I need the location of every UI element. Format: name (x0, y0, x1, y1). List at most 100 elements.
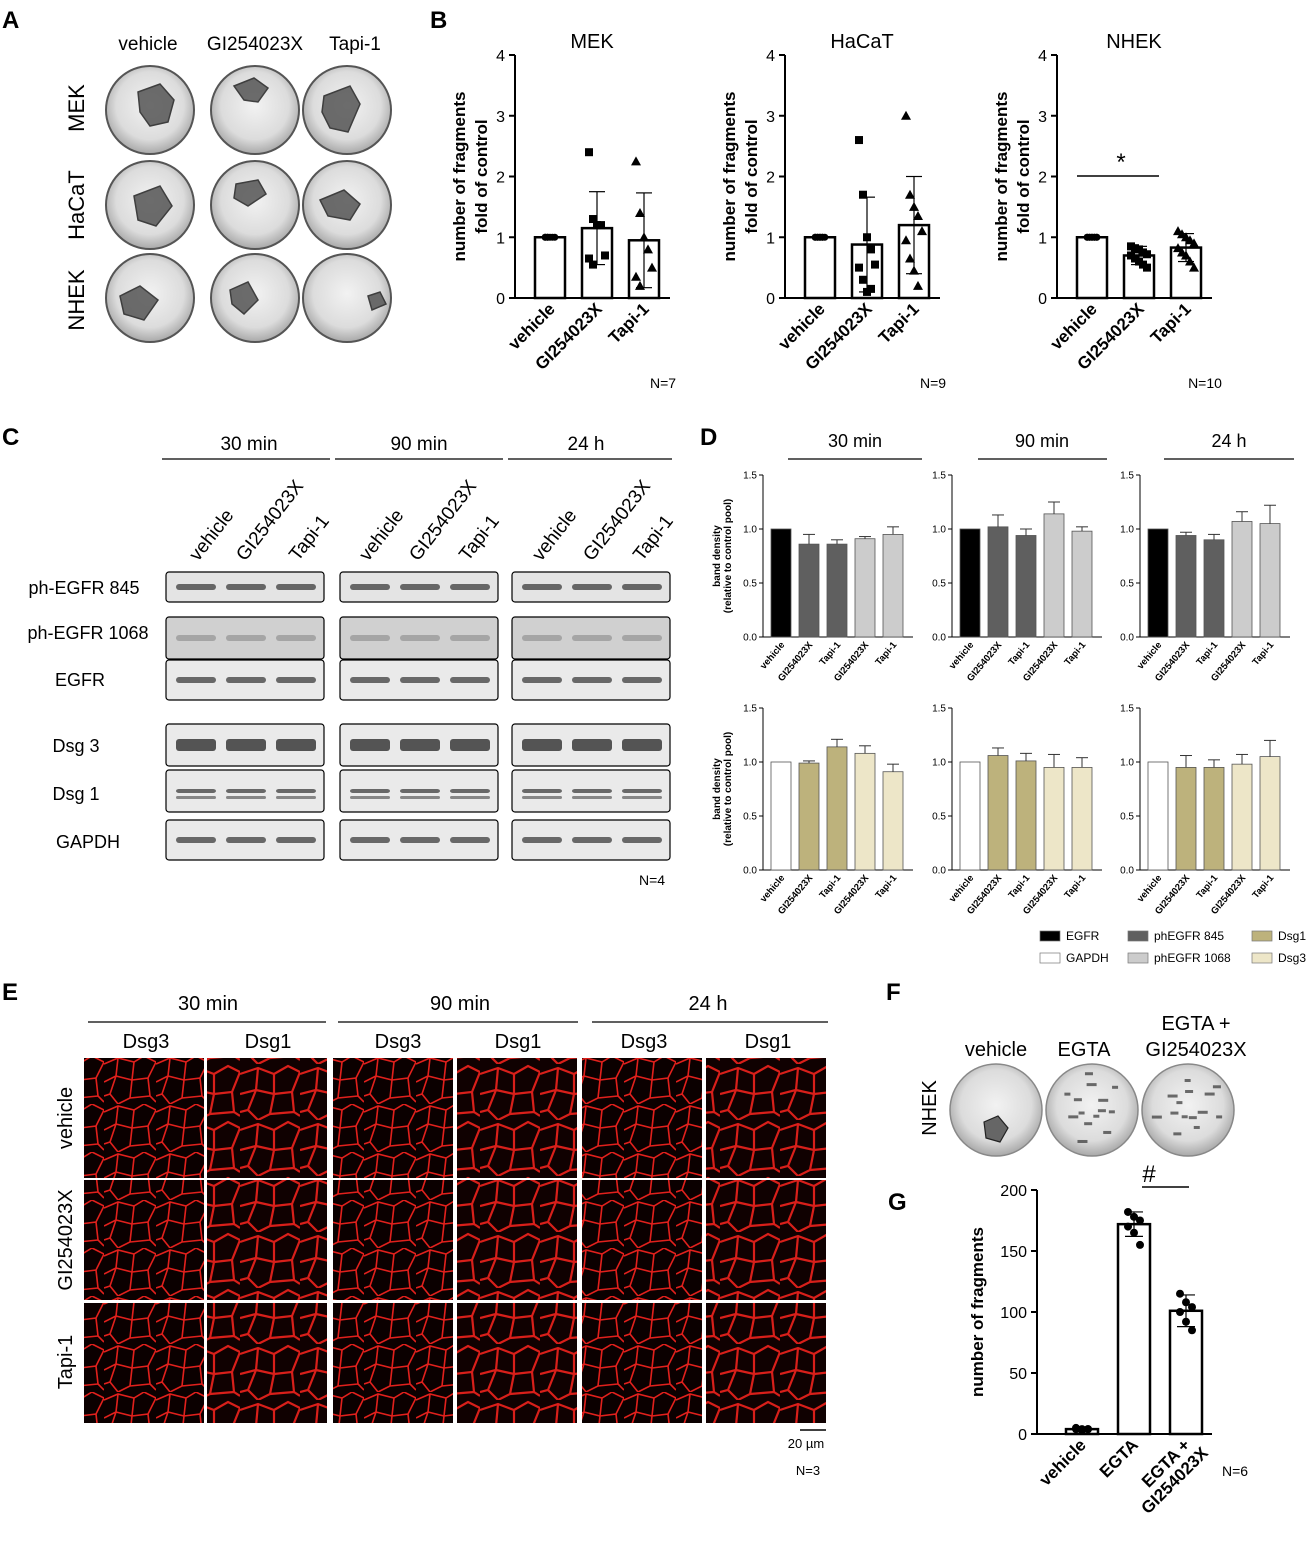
x-tick-label: Tapi-1 (1006, 639, 1032, 668)
panel-c-lane-label: vehicle (355, 506, 408, 566)
data-point (1143, 250, 1151, 259)
legend-label: Dsg1 (1278, 929, 1306, 943)
micrograph (457, 1180, 577, 1300)
data-point (863, 233, 871, 242)
panel-d-timepoint: 90 min (1015, 431, 1069, 451)
panel-a-col-label: GI254023X (207, 34, 303, 55)
bar (1175, 535, 1197, 638)
sheet-fragment (1204, 1092, 1215, 1096)
sheet-fragment (1112, 1085, 1119, 1089)
data-point (867, 284, 875, 293)
y-tick-label: 100 (1000, 1305, 1027, 1322)
x-tick-label: vehicle (1135, 873, 1164, 905)
y-tick-label: 50 (1009, 1366, 1027, 1383)
sheet-fragment (1073, 1098, 1082, 1102)
panel-a-row-label: NHEK (64, 269, 89, 330)
bar (1043, 767, 1065, 871)
data-point (909, 201, 919, 211)
y-axis-label: number of fragments (450, 91, 469, 261)
blot-band (522, 635, 562, 641)
micrograph (207, 1058, 327, 1178)
panel-f-col-label: vehicle (965, 1039, 1027, 1061)
sheet-fragment (1216, 1115, 1223, 1119)
data-point (1188, 1303, 1196, 1312)
bar (826, 746, 848, 871)
blot-band (226, 584, 266, 590)
petri-dish (302, 253, 392, 343)
data-point (917, 226, 927, 236)
blot-band (450, 677, 490, 683)
data-point (1093, 233, 1101, 241)
legend-swatch (1127, 952, 1149, 964)
blot-band (450, 584, 490, 590)
y-tick-label: 4 (1038, 48, 1047, 65)
legend-label: GAPDH (1066, 951, 1109, 965)
data-point (551, 233, 559, 241)
blot-row-label: Dsg 1 (52, 784, 99, 804)
panel-e: 30 min 90 min 24 h Dsg3 Dsg1 Dsg3 Dsg1 D… (55, 993, 828, 1478)
x-tick-label: EGTA (1096, 1435, 1142, 1481)
blot-band (572, 796, 612, 799)
bar (533, 236, 567, 300)
panel-a-col-label: vehicle (118, 34, 177, 55)
y-tick-label: 0.5 (932, 812, 946, 823)
y-tick-label: 1.0 (1120, 758, 1134, 769)
x-tick-label: vehicle (947, 640, 976, 672)
bar (1071, 767, 1093, 871)
panel-f-col-label: EGTA + (1161, 1013, 1230, 1035)
panel-letter-b: B (430, 7, 447, 34)
blot-band (226, 677, 266, 683)
y-tick-label: 0.0 (932, 633, 946, 644)
panel-e-marker: Dsg3 (375, 1031, 422, 1053)
blot-row-label: ph-EGFR 845 (28, 578, 139, 598)
panel-c-timepoint: 30 min (220, 434, 277, 455)
petri-dish (1141, 1063, 1235, 1157)
panel-f-col-label: EGTA (1058, 1039, 1112, 1061)
blot-band (226, 635, 266, 641)
y-tick-label: 0.0 (932, 866, 946, 877)
blot-row-label: EGFR (55, 670, 105, 690)
data-point (913, 210, 923, 220)
y-tick-label: 0.0 (1120, 866, 1134, 877)
blot-band (176, 677, 216, 683)
data-point (1189, 238, 1199, 248)
blot-band (622, 796, 662, 799)
data-point (867, 245, 875, 254)
bar (959, 761, 981, 871)
petri-dish (949, 1063, 1043, 1157)
blot-row-label: Dsg 3 (52, 736, 99, 756)
blot-band (276, 837, 316, 843)
sheet-fragment (1093, 1114, 1100, 1118)
y-axis-label: band density (712, 525, 723, 587)
micrograph (582, 1180, 702, 1300)
data-point (871, 260, 879, 269)
data-point (859, 190, 867, 199)
bar (1203, 767, 1225, 871)
data-point (1084, 1425, 1092, 1434)
blot-band (176, 739, 216, 751)
data-point (589, 215, 597, 224)
blot-band (522, 739, 562, 751)
panel-a-row-label: HaCaT (64, 170, 89, 240)
sample-size: N=10 (1188, 375, 1222, 391)
micrograph (582, 1303, 702, 1423)
legend-label: phEGFR 1068 (1154, 951, 1231, 965)
data-point (913, 280, 923, 290)
bar (987, 526, 1009, 638)
data-point (1078, 1426, 1086, 1435)
y-axis-label: (relative to control pool) (723, 732, 734, 846)
sheet-fragment (1170, 1111, 1179, 1115)
blot-band (276, 584, 316, 590)
blot-band (226, 789, 266, 793)
blot-band (622, 635, 662, 641)
panel-c-timepoint: 90 min (390, 434, 447, 455)
petri-dish (210, 160, 300, 250)
panel-a: vehicle GI254023X Tapi-1 MEK HaCaT NHEK (64, 34, 392, 343)
blot-band (176, 635, 216, 641)
data-point (635, 280, 645, 290)
y-tick-label: 1.0 (743, 525, 757, 536)
y-tick-label: 0 (766, 291, 775, 308)
blot-band (450, 635, 490, 641)
panel-letter-c: C (2, 424, 19, 451)
